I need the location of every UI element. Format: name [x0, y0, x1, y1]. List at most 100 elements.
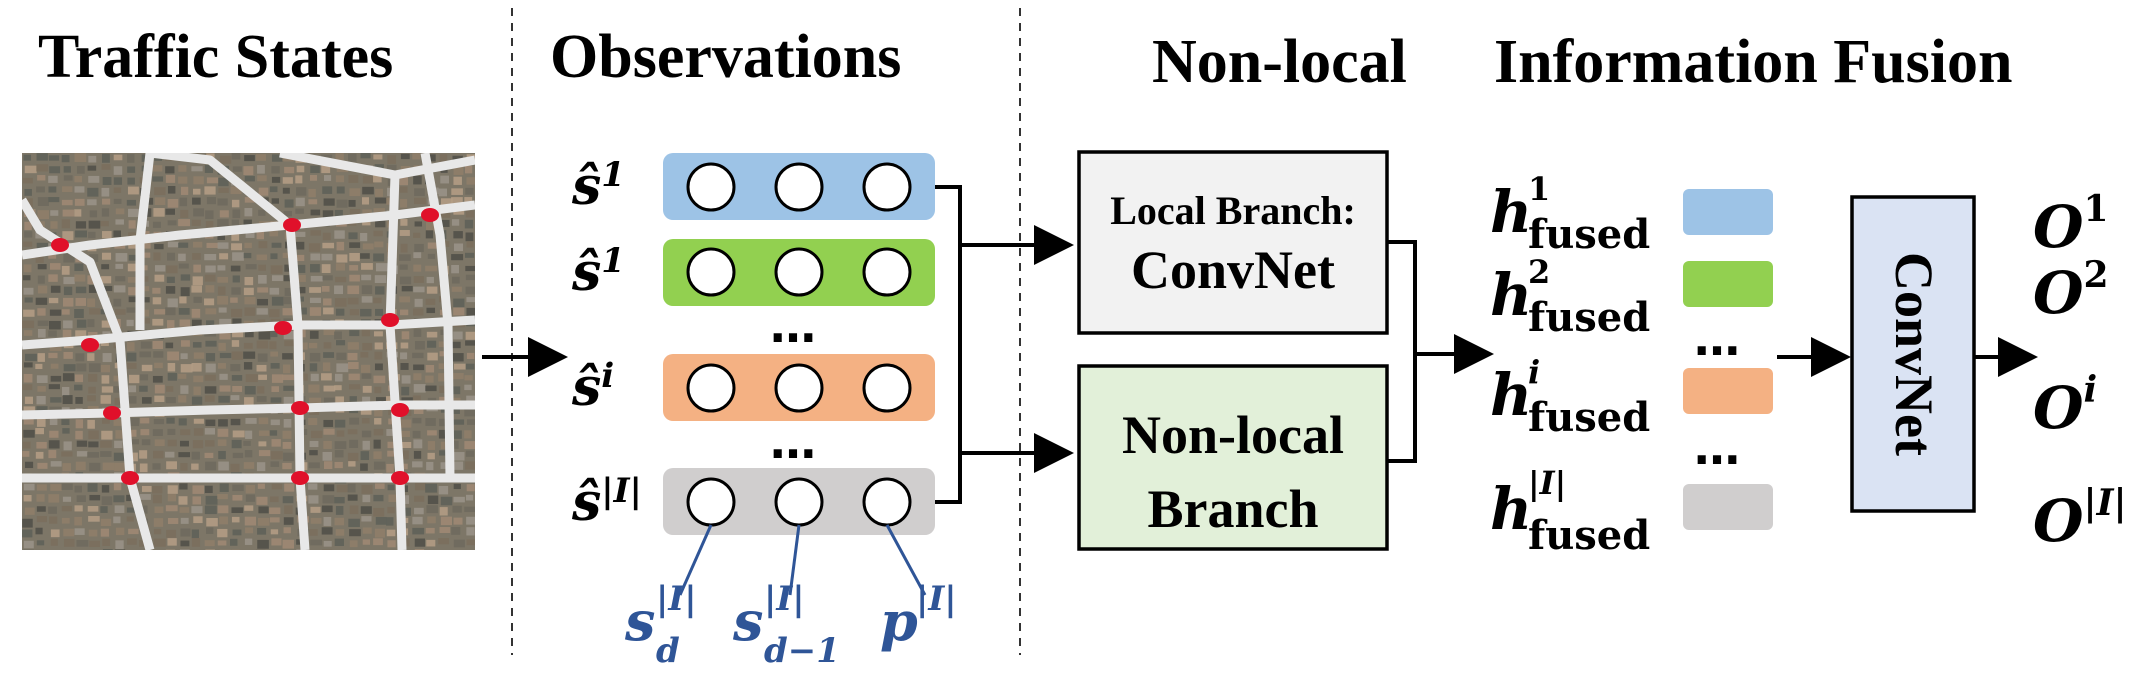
map-building	[179, 296, 187, 304]
fused-feature-i: h i fused	[1490, 353, 1773, 441]
map-building	[88, 155, 97, 163]
map-building	[113, 230, 121, 238]
map-building	[62, 231, 74, 241]
map-building	[127, 538, 137, 545]
svg-text:ŝ|I|: ŝ|I|	[571, 471, 642, 533]
map-building	[282, 462, 292, 470]
map-building	[219, 210, 229, 218]
map-building	[256, 364, 267, 372]
map-building	[425, 418, 436, 426]
map-building	[128, 385, 137, 393]
map-building	[349, 188, 361, 197]
map-building	[426, 154, 436, 162]
map-building	[362, 494, 371, 503]
map-building	[375, 263, 388, 272]
map-building	[427, 253, 436, 259]
map-building	[361, 329, 371, 337]
map-building	[36, 375, 48, 383]
map-building	[310, 264, 320, 273]
map-building	[413, 450, 422, 459]
map-building	[284, 483, 295, 492]
map-building	[63, 538, 75, 547]
map-building	[453, 298, 465, 308]
feature-node	[686, 247, 736, 297]
map-building	[88, 231, 96, 239]
map-building	[102, 353, 112, 363]
merge-bracket	[1387, 240, 1417, 463]
map-building	[154, 384, 165, 394]
map-building	[74, 175, 83, 183]
svg-text:|I|: |I|	[916, 579, 957, 619]
map-building	[243, 166, 254, 176]
map-building	[401, 430, 410, 438]
map-building	[335, 263, 346, 271]
map-intersection-node	[291, 401, 309, 415]
map-building	[425, 527, 435, 534]
map-building	[139, 450, 148, 459]
map-building	[217, 428, 229, 437]
map-building	[180, 385, 189, 394]
map-building	[24, 507, 35, 515]
map-building	[101, 386, 114, 393]
map-building	[63, 286, 73, 296]
map-building	[414, 483, 427, 491]
map-intersection-node	[121, 471, 139, 485]
map-building	[269, 496, 279, 503]
map-building	[102, 231, 112, 239]
map-building	[219, 253, 229, 260]
map-building	[218, 187, 229, 193]
map-building	[322, 275, 333, 281]
map-building	[179, 507, 190, 513]
map-building	[166, 265, 178, 274]
map-building	[165, 286, 176, 294]
map-building	[282, 177, 293, 184]
map-building	[37, 353, 45, 362]
map-building	[37, 175, 46, 181]
feature-pointer-line	[678, 524, 713, 596]
map-building	[412, 516, 423, 525]
map-building	[451, 254, 464, 261]
map-building	[270, 265, 283, 274]
map-building	[374, 197, 387, 204]
map-building	[464, 252, 475, 258]
map-building	[271, 198, 279, 204]
map-building	[336, 241, 345, 251]
map-building	[334, 285, 344, 295]
map-intersection-node	[274, 321, 292, 335]
map-building	[256, 308, 268, 315]
map-building	[193, 352, 205, 359]
map-building	[464, 375, 473, 381]
map-building	[192, 253, 201, 260]
map-building	[113, 386, 121, 393]
map-building	[375, 483, 385, 489]
map-building	[180, 209, 189, 218]
svg-text:h: h	[1490, 475, 1532, 543]
map-building	[452, 386, 461, 395]
map-building	[191, 308, 201, 318]
map-building	[87, 452, 100, 458]
map-building	[165, 175, 176, 183]
map-building	[178, 242, 189, 248]
map-building	[322, 242, 335, 249]
map-building	[23, 483, 35, 491]
map-building	[205, 340, 217, 347]
map-building	[361, 418, 370, 424]
map-building	[349, 396, 357, 402]
map-building	[166, 417, 175, 424]
map-building	[451, 373, 464, 380]
map-building	[323, 342, 332, 349]
map-building	[451, 341, 461, 349]
map-building	[466, 539, 475, 546]
map-building	[178, 219, 191, 227]
map-building	[412, 395, 421, 402]
map-building	[192, 496, 202, 505]
map-building	[386, 529, 396, 537]
map-building	[23, 330, 33, 336]
map-building	[335, 276, 347, 283]
map-building	[360, 153, 371, 159]
map-building	[321, 253, 333, 261]
map-building	[36, 484, 47, 491]
map-building	[165, 451, 175, 458]
map-building	[400, 507, 411, 516]
map-building	[115, 527, 125, 536]
